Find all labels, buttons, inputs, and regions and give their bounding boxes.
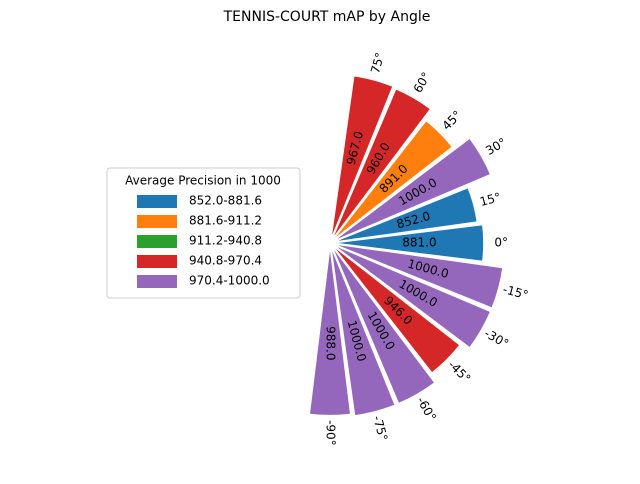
angle-label: 15° (478, 190, 502, 209)
chart-title: TENNIS-COURT mAP by Angle (223, 9, 431, 25)
angle-label: -30° (482, 326, 511, 351)
angle-label: -75° (370, 414, 390, 442)
legend-swatch (137, 195, 177, 208)
legend-swatch (137, 235, 177, 248)
angle-label: -45° (445, 358, 473, 386)
angle-label: 45° (439, 108, 464, 133)
value-label: 988.0 (324, 326, 338, 360)
angle-label: -60° (414, 394, 439, 423)
angle-label: -90° (324, 420, 338, 446)
legend-label: 881.6-911.2 (189, 214, 262, 228)
angle-label: 0° (494, 236, 508, 250)
angle-label: -15° (501, 282, 529, 302)
legend-swatch (137, 215, 177, 228)
angle-label: 75° (368, 51, 387, 75)
angle-label: 30° (483, 135, 508, 158)
legend-title: Average Precision in 1000 (125, 174, 281, 188)
angle-label: 60° (411, 70, 434, 95)
bar (307, 249, 353, 417)
legend-label: 970.4-1000.0 (189, 274, 270, 288)
legend-swatch (137, 255, 177, 268)
legend-swatch (137, 275, 177, 288)
legend-label: 911.2-940.8 (189, 234, 262, 248)
legend-label: 852.0-881.6 (189, 194, 262, 208)
value-label: 881.0 (402, 236, 436, 250)
legend-label: 940.8-970.4 (189, 254, 262, 268)
